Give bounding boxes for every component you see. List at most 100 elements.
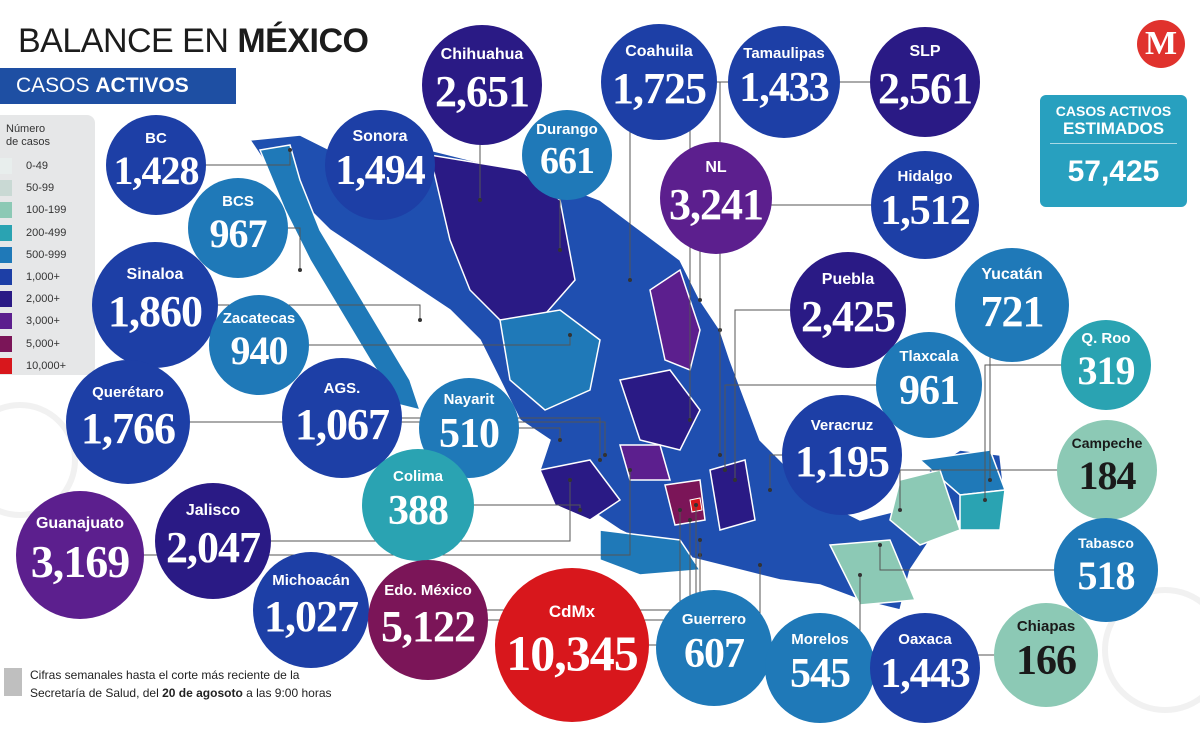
state-bubble: Sinaloa 1,860 — [92, 242, 218, 368]
state-value: 1,433 — [739, 65, 830, 112]
legend-label: 500-999 — [26, 248, 67, 261]
legend-swatch — [0, 313, 12, 330]
state-bubble: Campeche 184 — [1057, 420, 1157, 520]
state-bubble: Querétaro 1,766 — [66, 360, 190, 484]
legend-label: 2,000+ — [26, 293, 60, 306]
state-bubble: Edo. México 5,122 — [368, 560, 488, 680]
legend-swatch — [0, 202, 12, 219]
state-value: 1,027 — [264, 591, 359, 641]
state-value: 967 — [209, 211, 268, 256]
connector-dot — [603, 453, 607, 457]
state-value: 518 — [1077, 553, 1136, 598]
state-value: 510 — [439, 411, 500, 458]
state-bubble: Tamaulipas 1,433 — [728, 26, 840, 138]
state-value: 961 — [899, 368, 960, 415]
connector-dot — [578, 508, 582, 512]
state-name: BC — [145, 129, 167, 147]
region-nl — [649, 268, 701, 372]
state-name: Morelos — [791, 631, 849, 649]
connector-dot — [898, 508, 902, 512]
connector-dot — [558, 438, 562, 442]
connector-dot — [478, 198, 482, 202]
connector-dot — [598, 458, 602, 462]
total-label-line1: CASOS ACTIVOS — [1055, 103, 1172, 119]
state-bubble: Hidalgo 1,512 — [871, 151, 979, 259]
state-value: 940 — [230, 328, 289, 373]
state-name: CdMx — [548, 602, 596, 622]
connector-dot — [628, 278, 632, 282]
region-campeche — [889, 469, 961, 546]
legend-label: 1,000+ — [26, 271, 60, 283]
region-chiapas — [828, 539, 917, 606]
legend: Número de casos 0-49 50-99 100-199 200-499 50… — [0, 115, 95, 375]
connector-dot — [698, 298, 702, 302]
state-name: Tabasco — [1078, 535, 1134, 552]
state-bubble: Oaxaca 1,443 — [870, 613, 980, 723]
source-note: Cifras semanales hasta el corte más reci… — [30, 668, 332, 700]
state-value: 1,067 — [295, 399, 390, 449]
state-name: Nayarit — [443, 391, 495, 409]
state-value: 5,122 — [381, 601, 476, 651]
connector-dot — [688, 418, 692, 422]
state-bubble: Zacatecas 940 — [209, 295, 309, 395]
state-name: Guerrero — [681, 611, 747, 629]
connector-dot — [698, 538, 702, 542]
connector-dot — [723, 468, 727, 472]
region-guanajuato — [619, 444, 671, 481]
legend-title: Número de casos — [6, 123, 51, 148]
state-name: BCS — [222, 192, 254, 210]
virus-watermark-icon — [0, 402, 1200, 713]
legend-label: 100-199 — [26, 204, 67, 217]
state-name: Zacatecas — [222, 309, 296, 327]
legend-label: 10,000+ — [26, 359, 67, 372]
state-name: NL — [705, 159, 727, 177]
legend-swatch — [0, 357, 12, 374]
state-bubble: Tlaxcala 961 — [876, 332, 982, 438]
state-value: 1,443 — [880, 651, 971, 698]
state-name: Sonora — [352, 127, 408, 145]
state-value: 166 — [1016, 638, 1077, 685]
state-name: Veracruz — [810, 417, 874, 435]
state-bubble: Coahuila 1,725 — [601, 24, 717, 140]
state-value: 1,428 — [113, 148, 200, 193]
state-name: Michoacán — [272, 572, 350, 590]
connector-dot — [568, 333, 572, 337]
state-value: 3,241 — [669, 179, 764, 229]
state-value: 1,860 — [108, 286, 203, 336]
page-title: BALANCE EN MÉXICO — [18, 22, 369, 60]
state-value: 388 — [388, 488, 449, 535]
connector-line — [879, 545, 1106, 571]
state-bubble: Guerrero 607 — [656, 590, 772, 706]
note-marker — [4, 668, 22, 696]
state-bubble: Chihuahua 2,651 — [422, 25, 542, 145]
connector-dot — [678, 508, 682, 512]
state-name: Q. Roo — [1081, 329, 1131, 347]
state-value: 10,345 — [506, 624, 639, 681]
connector-dot — [983, 498, 987, 502]
state-value: 1,494 — [335, 148, 426, 195]
state-name: Edo. México — [384, 582, 472, 600]
state-bubble: Tabasco 518 — [1054, 518, 1158, 622]
state-bubble: Veracruz 1,195 — [782, 395, 902, 515]
state-value: 661 — [540, 139, 595, 182]
state-name: AGS. — [323, 380, 361, 398]
connector-dot — [858, 573, 862, 577]
map-baja — [258, 144, 422, 412]
state-value: 184 — [1078, 453, 1137, 498]
state-value: 2,561 — [878, 63, 973, 113]
connector-dot — [718, 453, 722, 457]
legend-swatch — [0, 180, 12, 197]
legend-swatch — [0, 246, 12, 263]
state-value: 2,651 — [435, 66, 530, 116]
state-name: Guanajuato — [35, 515, 124, 533]
state-value: 1,725 — [612, 63, 707, 113]
connector-dot — [688, 518, 692, 522]
connector-dot — [628, 468, 632, 472]
legend-swatch — [0, 269, 12, 285]
state-bubble: Puebla 2,425 — [790, 252, 906, 368]
state-bubble: CdMx 10,345 — [495, 568, 649, 722]
state-bubble: AGS. 1,067 — [282, 358, 402, 478]
state-bubble: Durango 661 — [522, 110, 612, 200]
connector-line — [724, 384, 929, 470]
state-bubble: Chiapas 166 — [994, 603, 1098, 707]
